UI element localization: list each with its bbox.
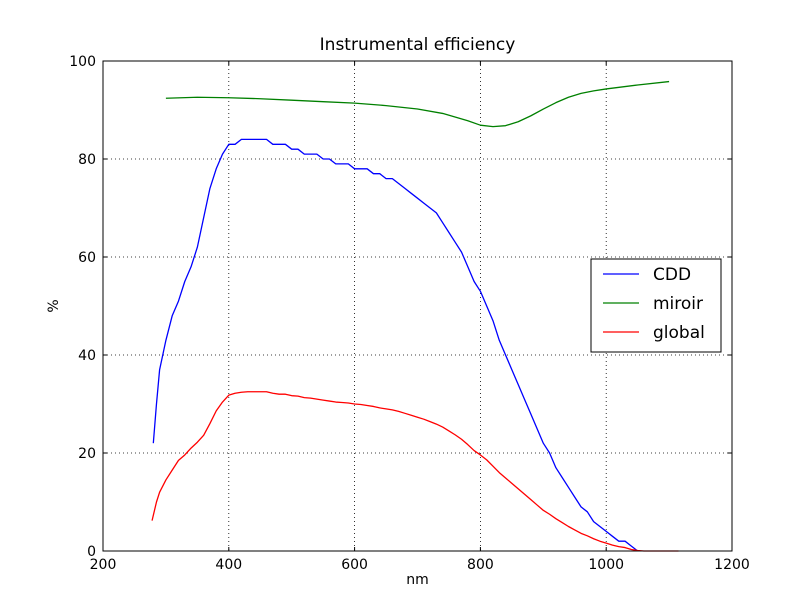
y-tick-label: 20 — [78, 446, 96, 462]
y-tick-label: 40 — [78, 348, 96, 364]
x-tick-label: 1000 — [588, 557, 624, 573]
plot-area-frame — [102, 60, 733, 552]
x-tick-label: 200 — [90, 557, 117, 573]
y-tick-label: 0 — [87, 544, 96, 560]
y-tick-label: 60 — [78, 250, 96, 266]
x-tick-label: 400 — [215, 557, 242, 573]
x-axis-title: nm — [406, 572, 429, 588]
x-tick-label: 600 — [341, 557, 368, 573]
axis-ticks: 200 400 600 800 1000 1200 0 20 40 60 80 100 — [69, 54, 750, 573]
chart-title: Instrumental efficiency — [320, 35, 516, 55]
y-tick-label: 100 — [69, 54, 96, 70]
legend-label-global: global — [653, 323, 705, 343]
series-line-miroir — [165, 80, 670, 128]
series-line-global — [151, 391, 679, 552]
series-line-CDD — [152, 138, 639, 552]
y-tick-label: 80 — [78, 152, 96, 168]
x-tick-label: 800 — [467, 557, 494, 573]
x-tick-label: 1200 — [714, 557, 750, 573]
legend-label-miroir: miroir — [653, 294, 703, 314]
legend-label-CDD: CDD — [653, 265, 691, 285]
y-axis-title: % — [46, 299, 62, 312]
legend: CDD miroir global — [590, 258, 722, 353]
series-lines — [151, 80, 679, 552]
